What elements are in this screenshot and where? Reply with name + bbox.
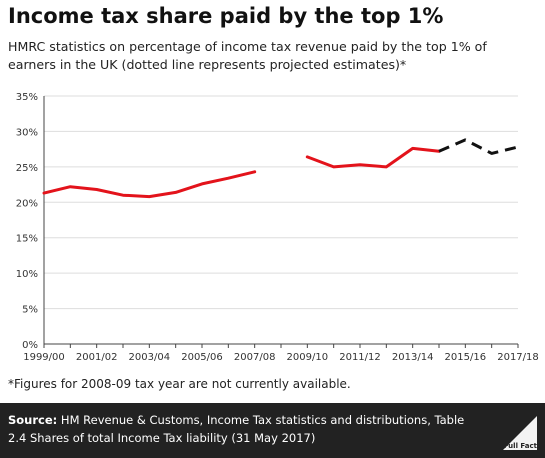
source-citation: HM Revenue & Customs, Income Tax statist… bbox=[8, 413, 465, 445]
x-tick-label: 2003/04 bbox=[129, 352, 171, 363]
x-tick-label: 2017/18 bbox=[497, 352, 539, 363]
chart-title: Income tax share paid by the top 1% bbox=[8, 4, 444, 28]
y-tick-label: 35% bbox=[16, 92, 38, 103]
y-tick-label: 10% bbox=[16, 269, 38, 280]
y-tick-label: 25% bbox=[16, 163, 38, 174]
full-fact-logo: Full Fact bbox=[503, 416, 538, 450]
source-bar: Source: HM Revenue & Customs, Income Tax… bbox=[0, 403, 545, 458]
y-tick-label: 0% bbox=[22, 340, 38, 351]
x-tick-label: 2001/02 bbox=[76, 352, 118, 363]
y-tick-label: 5% bbox=[22, 305, 38, 316]
source-text: Source: HM Revenue & Customs, Income Tax… bbox=[8, 411, 478, 447]
logo-text: Full Fact bbox=[504, 442, 538, 450]
x-tick-label: 1999/00 bbox=[23, 352, 65, 363]
actual-series-line bbox=[305, 146, 441, 169]
projected-series-line bbox=[438, 138, 519, 155]
footnote: *Figures for 2008-09 tax year are not cu… bbox=[8, 377, 351, 391]
logo-triangle bbox=[503, 416, 537, 450]
line-chart: 0% 5% 10% 15% 20% 25% 30% 35% 1999/00 2001/02 200… bbox=[16, 92, 539, 363]
source-label: Source: bbox=[8, 413, 58, 427]
chart-subtitle: HMRC statistics on percentage of income … bbox=[8, 39, 487, 72]
data-lines bbox=[42, 138, 519, 199]
y-tick-label: 20% bbox=[16, 198, 38, 209]
x-tick-label: 2013/14 bbox=[392, 352, 434, 363]
x-tick-label: 2007/08 bbox=[234, 352, 276, 363]
y-tick-label: 15% bbox=[16, 234, 38, 245]
y-axis-ticks: 0% 5% 10% 15% 20% 25% 30% 35% bbox=[16, 92, 38, 351]
gridlines bbox=[43, 95, 518, 345]
x-axis-ticks: 1999/00 2001/02 2003/04 2005/06 2007/08 2009/… bbox=[23, 344, 539, 363]
actual-series-line bbox=[42, 170, 257, 199]
x-tick-label: 2011/12 bbox=[339, 352, 381, 363]
x-tick-label: 2015/16 bbox=[445, 352, 487, 363]
x-tick-label: 2009/10 bbox=[287, 352, 329, 363]
x-tick-label: 2005/06 bbox=[181, 352, 223, 363]
y-tick-label: 30% bbox=[16, 127, 38, 138]
